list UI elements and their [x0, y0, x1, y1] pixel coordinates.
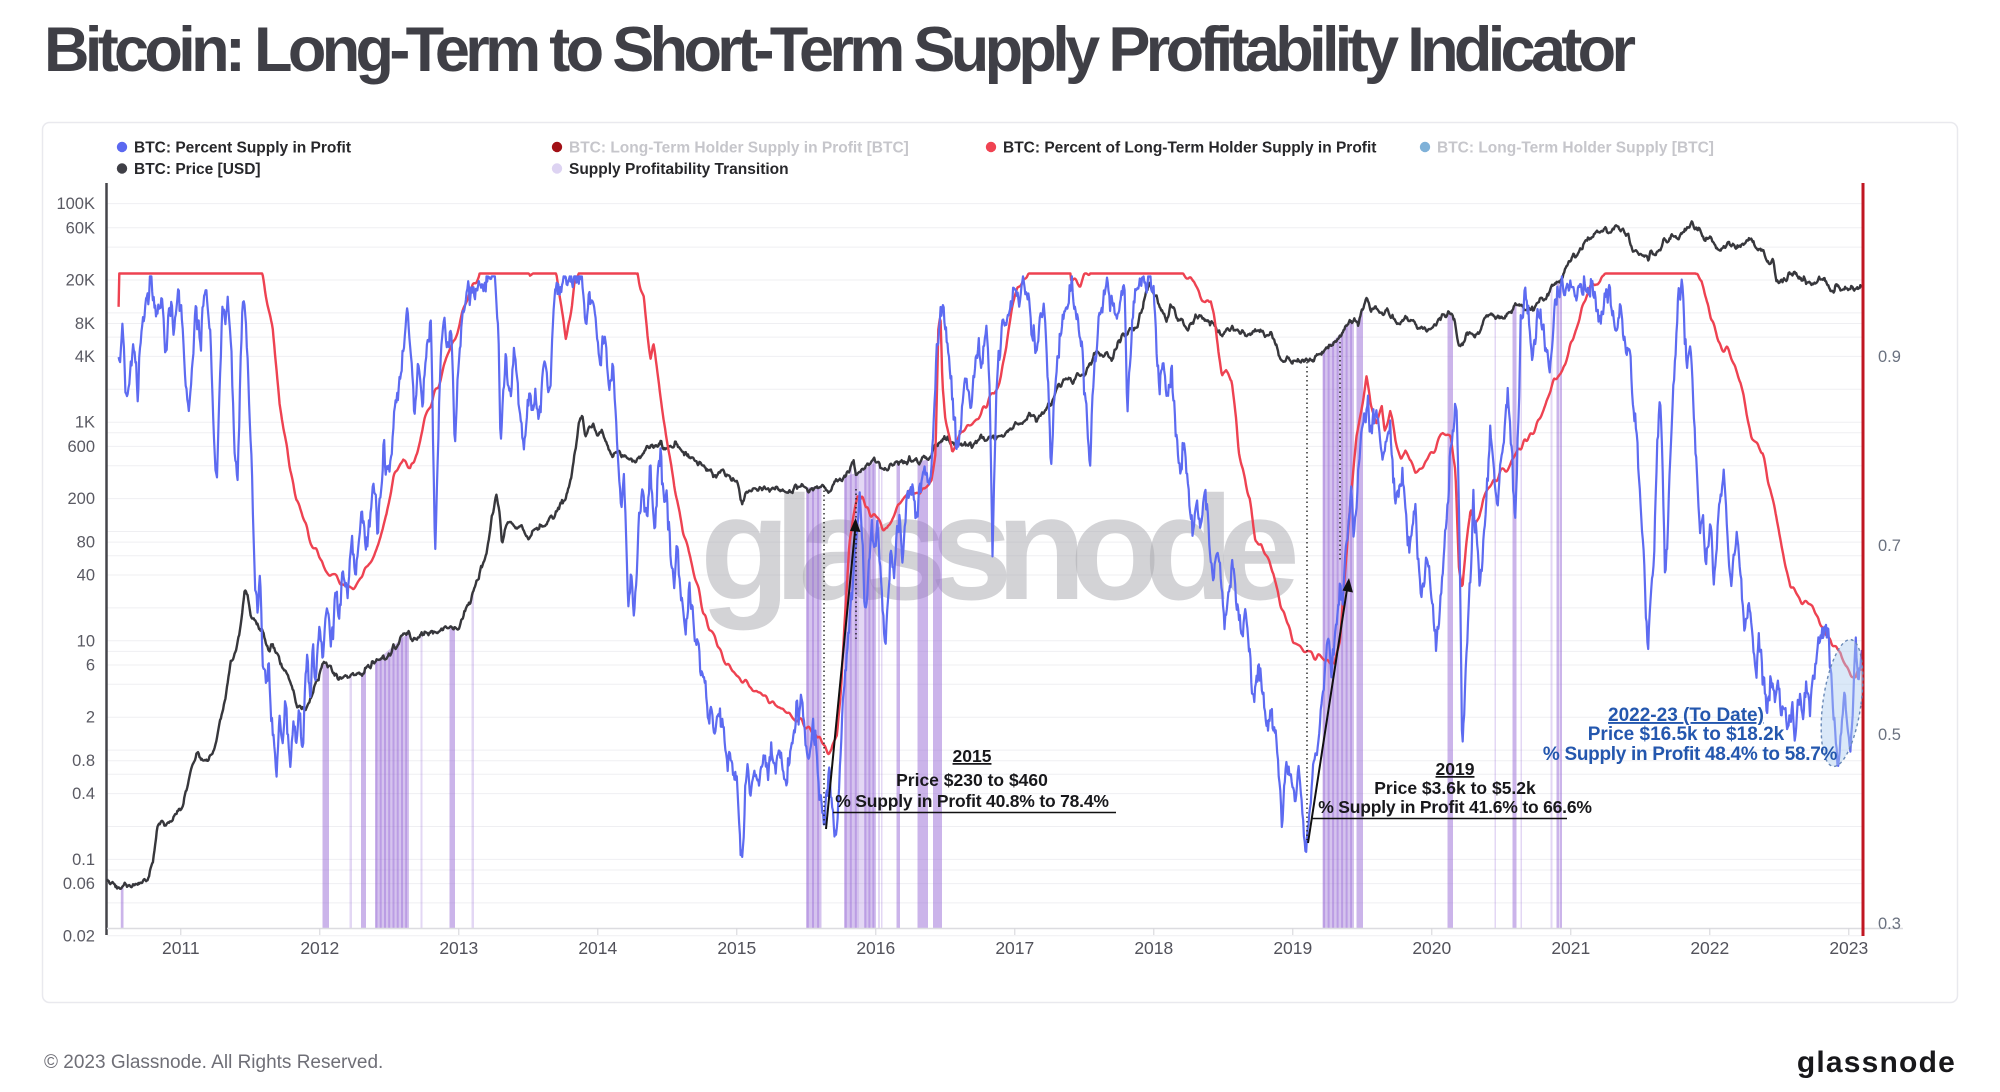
- svg-text:2015: 2015: [717, 938, 756, 958]
- svg-text:BTC: Percent of Long-Term Hold: BTC: Percent of Long-Term Holder Supply …: [1003, 140, 1376, 157]
- svg-text:0.1: 0.1: [72, 851, 95, 869]
- svg-text:2022-23 (To Date): 2022-23 (To Date): [1608, 705, 1764, 726]
- svg-text:2022: 2022: [1690, 938, 1729, 958]
- svg-text:0.5: 0.5: [1878, 726, 1901, 744]
- svg-text:2014: 2014: [578, 938, 617, 958]
- svg-text:20K: 20K: [66, 272, 95, 290]
- svg-text:0.9: 0.9: [1878, 348, 1901, 366]
- svg-text:0.02: 0.02: [63, 927, 95, 945]
- svg-text:80: 80: [77, 534, 95, 552]
- svg-text:0.8: 0.8: [72, 752, 95, 770]
- svg-text:2019: 2019: [1273, 938, 1312, 958]
- svg-text:1K: 1K: [75, 414, 95, 432]
- svg-text:Price $230 to $460: Price $230 to $460: [896, 770, 1048, 790]
- svg-text:8K: 8K: [75, 315, 95, 333]
- svg-text:0.06: 0.06: [63, 875, 95, 893]
- svg-text:60K: 60K: [66, 219, 95, 237]
- svg-text:BTC: Long-Term Holder Supply [: BTC: Long-Term Holder Supply [BTC]: [1437, 140, 1714, 157]
- svg-text:% Supply in Profit 41.6% to 66: % Supply in Profit 41.6% to 66.6%: [1318, 797, 1592, 817]
- svg-text:2019: 2019: [1436, 759, 1475, 779]
- svg-text:2023: 2023: [1829, 938, 1868, 958]
- svg-text:glassnode: glassnode: [1797, 1046, 1956, 1079]
- svg-text:Price $3.6k to $5.2k: Price $3.6k to $5.2k: [1374, 778, 1536, 798]
- svg-text:2016: 2016: [856, 938, 895, 958]
- svg-text:2018: 2018: [1134, 938, 1173, 958]
- svg-text:40: 40: [77, 567, 95, 585]
- svg-text:2015: 2015: [953, 746, 992, 766]
- svg-text:2020: 2020: [1412, 938, 1451, 958]
- svg-text:0.3: 0.3: [1878, 915, 1901, 933]
- svg-text:glassnode: glassnode: [700, 466, 1300, 631]
- svg-text:2: 2: [86, 709, 95, 727]
- svg-text:2012: 2012: [300, 938, 339, 958]
- svg-text:600: 600: [67, 438, 95, 456]
- svg-text:2013: 2013: [439, 938, 478, 958]
- svg-text:200: 200: [67, 490, 95, 508]
- svg-text:2011: 2011: [162, 938, 200, 958]
- svg-text:BTC: Percent Supply in Profit: BTC: Percent Supply in Profit: [134, 140, 351, 157]
- svg-text:BTC: Price [USD]: BTC: Price [USD]: [134, 161, 261, 178]
- svg-text:% Supply in Profit 40.8% to 78: % Supply in Profit 40.8% to 78.4%: [835, 791, 1109, 811]
- svg-text:0.4: 0.4: [72, 785, 95, 803]
- svg-text:© 2023 Glassnode. All Rights R: © 2023 Glassnode. All Rights Reserved.: [44, 1052, 383, 1073]
- svg-text:10: 10: [77, 632, 95, 650]
- svg-text:Price $16.5k to $18.2k: Price $16.5k to $18.2k: [1588, 724, 1785, 745]
- svg-text:0.7: 0.7: [1878, 537, 1901, 555]
- svg-text:Supply Profitability Transitio: Supply Profitability Transition: [569, 161, 789, 178]
- svg-text:Bitcoin: Long-Term to Short-Te: Bitcoin: Long-Term to Short-Term Supply …: [44, 15, 1636, 85]
- svg-text:4K: 4K: [75, 348, 95, 366]
- svg-text:2017: 2017: [995, 938, 1034, 958]
- svg-text:100K: 100K: [56, 195, 95, 213]
- svg-text:6: 6: [86, 657, 95, 675]
- svg-text:2021: 2021: [1551, 938, 1590, 958]
- svg-text:BTC: Long-Term Holder Supply i: BTC: Long-Term Holder Supply in Profit […: [569, 140, 909, 157]
- svg-text:% Supply in Profit 48.4% to 58: % Supply in Profit 48.4% to 58.7%: [1543, 744, 1838, 765]
